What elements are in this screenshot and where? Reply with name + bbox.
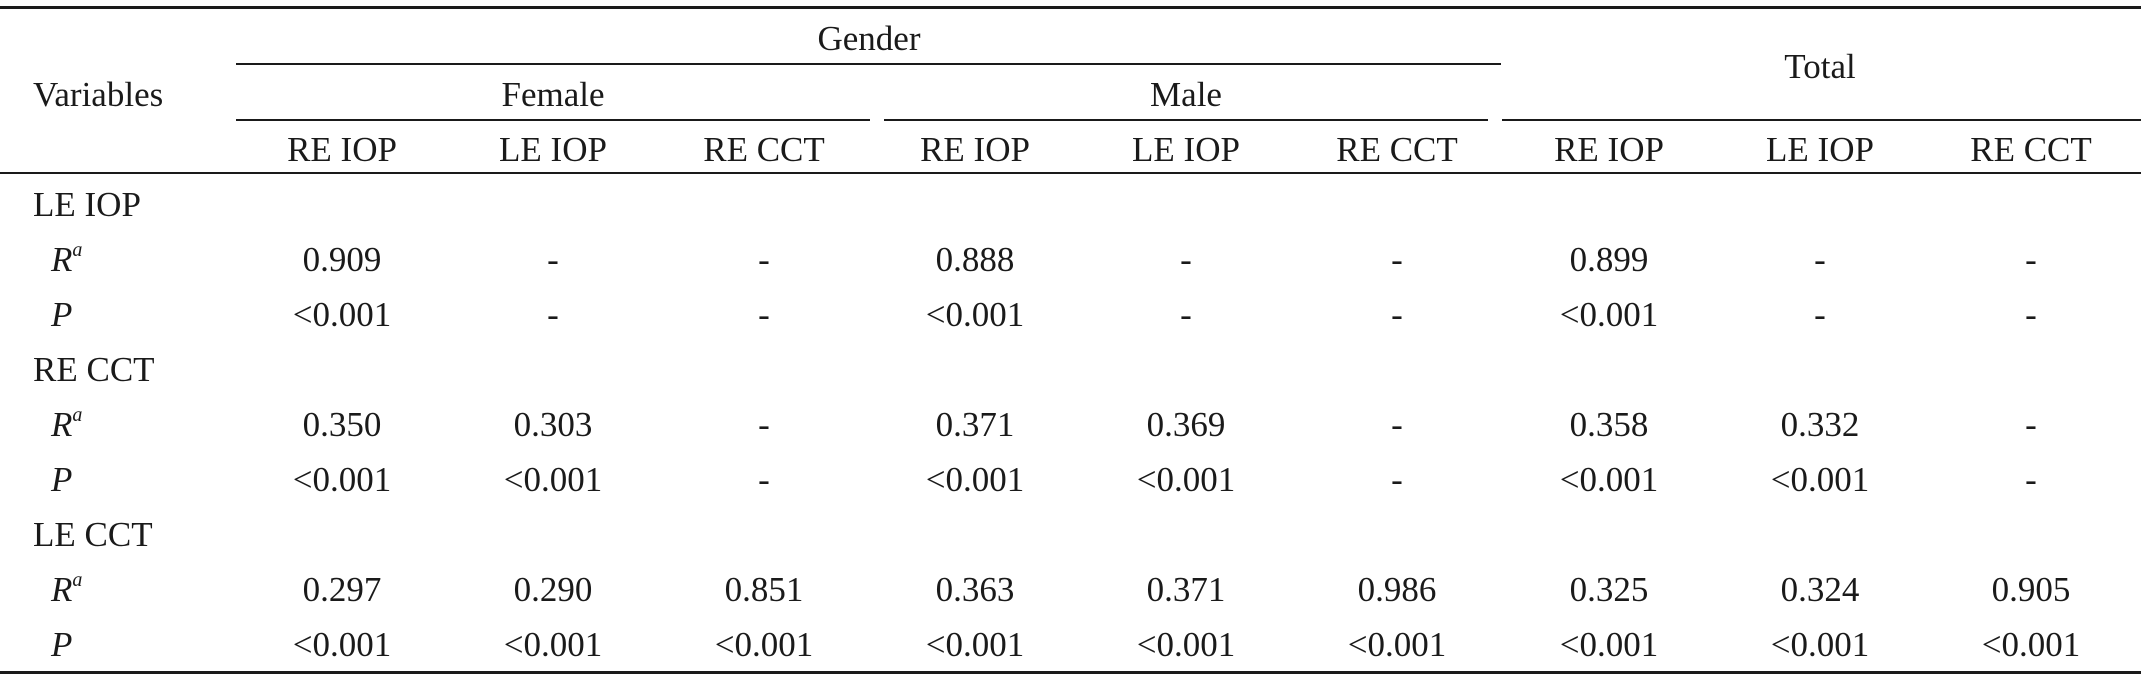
- table-cell: <0.001: [925, 460, 1025, 499]
- table-cell: -: [1391, 460, 1403, 499]
- table-cell: 0.899: [1569, 240, 1649, 279]
- table-cell: <0.001: [1559, 625, 1659, 664]
- table-cell: <0.001: [1770, 460, 1870, 499]
- table-cell: -: [547, 295, 559, 334]
- col-header: RE IOP: [1554, 130, 1664, 169]
- group-label: LE IOP: [33, 185, 141, 224]
- table-cell: -: [2025, 405, 2037, 444]
- table-cell: <0.001: [925, 295, 1025, 334]
- table-cell: -: [2025, 460, 2037, 499]
- table-cell: -: [758, 460, 770, 499]
- table-cell: 0.369: [1146, 405, 1226, 444]
- table-cell: 0.888: [935, 240, 1015, 279]
- table-cell: 0.325: [1569, 570, 1649, 609]
- table-cell: <0.001: [503, 625, 603, 664]
- table-cell: -: [758, 240, 770, 279]
- table-cell: <0.001: [503, 460, 603, 499]
- col-header: LE IOP: [499, 130, 607, 169]
- table-cell: -: [1391, 295, 1403, 334]
- table-cell: 0.851: [724, 570, 804, 609]
- table-cell: -: [2025, 295, 2037, 334]
- gender-header: Gender: [817, 19, 921, 58]
- col-header: RE CCT: [1336, 130, 1458, 169]
- r-row-label: Ra: [51, 569, 83, 609]
- bottom-rule: [0, 671, 2141, 674]
- group-label: RE CCT: [33, 350, 155, 389]
- table-cell: 0.371: [1146, 570, 1226, 609]
- table-cell: 0.290: [513, 570, 593, 609]
- table-cell: -: [1814, 240, 1826, 279]
- table-cell: 0.297: [302, 570, 382, 609]
- table-cell: 0.905: [1991, 570, 2071, 609]
- col-header: RE IOP: [920, 130, 1030, 169]
- table-cell: -: [2025, 240, 2037, 279]
- female-header: Female: [501, 75, 605, 114]
- table-cell: 0.371: [935, 405, 1015, 444]
- table-cell: <0.001: [1981, 625, 2081, 664]
- table-cell: -: [758, 405, 770, 444]
- table-cell: <0.001: [1136, 625, 1236, 664]
- table-cell: -: [1391, 240, 1403, 279]
- r-row-label: Ra: [51, 239, 83, 279]
- p-row-label: P: [51, 295, 73, 334]
- group-label: LE CCT: [33, 515, 153, 554]
- table-cell: 0.358: [1569, 405, 1649, 444]
- col-header: LE IOP: [1132, 130, 1240, 169]
- table-cell: <0.001: [292, 295, 392, 334]
- gender-underline: [236, 63, 1501, 65]
- table-cell: -: [547, 240, 559, 279]
- table-cell: -: [1814, 295, 1826, 334]
- variables-header: Variables: [33, 75, 164, 114]
- col-header: RE CCT: [703, 130, 825, 169]
- total-underline: [1502, 119, 2141, 121]
- col-header: RE CCT: [1970, 130, 2092, 169]
- table-cell: 0.986: [1357, 570, 1437, 609]
- col-header: LE IOP: [1766, 130, 1874, 169]
- table-cell: -: [1180, 295, 1192, 334]
- male-header: Male: [1150, 75, 1222, 114]
- table-cell: <0.001: [1559, 295, 1659, 334]
- table-cell: 0.350: [302, 405, 382, 444]
- table-cell: 0.363: [935, 570, 1015, 609]
- table-cell: 0.303: [513, 405, 593, 444]
- table-cell: <0.001: [1136, 460, 1236, 499]
- table-cell: 0.909: [302, 240, 382, 279]
- col-header: RE IOP: [287, 130, 397, 169]
- table-cell: -: [1391, 405, 1403, 444]
- table-cell: <0.001: [292, 460, 392, 499]
- p-row-label: P: [51, 625, 73, 664]
- female-underline: [236, 119, 870, 121]
- r-row-label: Ra: [51, 404, 83, 444]
- table-cell: <0.001: [925, 625, 1025, 664]
- table-cell: <0.001: [1770, 625, 1870, 664]
- male-underline: [884, 119, 1488, 121]
- table-cell: -: [758, 295, 770, 334]
- table-cell: <0.001: [714, 625, 814, 664]
- table-cell: 0.332: [1780, 405, 1860, 444]
- top-rule: [0, 6, 2141, 9]
- table-cell: <0.001: [1347, 625, 1447, 664]
- table-cell: <0.001: [1559, 460, 1659, 499]
- total-header: Total: [1784, 47, 1856, 86]
- table-cell: <0.001: [292, 625, 392, 664]
- p-row-label: P: [51, 460, 73, 499]
- table-cell: 0.324: [1780, 570, 1860, 609]
- table-cell: -: [1180, 240, 1192, 279]
- header-bottom-rule: [0, 172, 2141, 174]
